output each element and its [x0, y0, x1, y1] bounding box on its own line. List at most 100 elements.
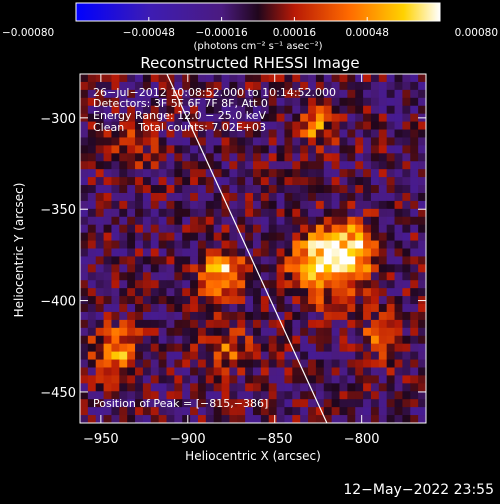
heatmap-cell: [418, 208, 426, 218]
heatmap-cell: [111, 113, 120, 123]
heatmap-cell: [370, 327, 380, 337]
heatmap-cell: [339, 169, 348, 178]
heatmap-cell: [166, 89, 175, 99]
heatmap-cell: [213, 185, 223, 194]
heatmap-cell: [260, 89, 270, 99]
heatmap-cell: [260, 272, 270, 281]
heatmap-cell: [323, 192, 333, 202]
heatmap-cell: [197, 169, 207, 178]
heatmap-cell: [221, 264, 231, 273]
heatmap-cell: [229, 105, 238, 115]
heatmap-cell: [378, 280, 388, 289]
heatmap-cell: [103, 407, 113, 416]
heatmap-cell: [284, 248, 293, 258]
heatmap-cell: [323, 335, 333, 345]
heatmap-cell: [276, 407, 286, 416]
heatmap-cell: [370, 264, 380, 273]
heatmap-cell: [103, 280, 113, 289]
heatmap-cell: [355, 121, 364, 131]
heatmap-cell: [418, 399, 426, 408]
heatmap-cell: [253, 113, 262, 123]
heatmap-cell: [150, 319, 160, 329]
heatmap-cell: [260, 343, 270, 353]
heatmap-cell: [331, 296, 341, 305]
heatmap-cell: [292, 415, 301, 423]
heatmap-cell: [308, 311, 317, 321]
heatmap-cell: [119, 240, 128, 250]
heatmap-cell: [253, 216, 262, 226]
heatmap-cell: [166, 296, 175, 305]
heatmap-cell: [213, 216, 223, 226]
heatmap-cell: [363, 256, 372, 265]
heatmap-cell: [158, 74, 168, 83]
heatmap-cell: [260, 74, 270, 83]
heatmap-cell: [237, 200, 246, 210]
heatmap-cell: [166, 359, 175, 369]
heatmap-cell: [260, 264, 270, 273]
heatmap-cell: [253, 280, 262, 289]
heatmap-cell: [166, 169, 175, 178]
heatmap-cell: [135, 256, 144, 265]
heatmap-cell: [213, 415, 223, 423]
heatmap-cell: [205, 335, 215, 345]
heatmap-cell: [111, 327, 120, 337]
heatmap-cell: [135, 391, 144, 400]
heatmap-cell: [95, 224, 105, 234]
heatmap-cell: [260, 145, 270, 154]
heatmap-cell: [394, 240, 404, 250]
heatmap-cell: [260, 296, 270, 305]
heatmap-cell: [158, 121, 168, 131]
heatmap-cell: [363, 224, 372, 234]
heatmap-cell: [111, 105, 120, 115]
heatmap-cell: [142, 208, 152, 218]
heatmap-cell: [205, 272, 215, 281]
heatmap-cell: [158, 240, 168, 250]
heatmap-cell: [174, 343, 183, 353]
heatmap-cell: [339, 335, 348, 345]
heatmap-cell: [127, 129, 136, 139]
heatmap-cell: [95, 391, 105, 400]
heatmap-cell: [237, 375, 246, 384]
heatmap-cell: [276, 105, 286, 115]
heatmap-cell: [197, 367, 207, 377]
heatmap-cell: [276, 335, 286, 345]
heatmap-cell: [119, 367, 128, 377]
heatmap-cell: [213, 153, 223, 162]
heatmap-cell: [386, 375, 396, 384]
heatmap-cell: [292, 153, 301, 162]
heatmap-cell: [394, 343, 404, 353]
heatmap-cell: [135, 137, 144, 146]
heatmap-cell: [370, 232, 380, 242]
heatmap-cell: [103, 161, 113, 170]
heatmap-cell: [308, 383, 317, 392]
heatmap-cell: [363, 113, 372, 123]
heatmap-cell: [174, 367, 183, 377]
heatmap-cell: [355, 335, 364, 345]
heatmap-cell: [355, 272, 364, 281]
heatmap-cell: [174, 407, 183, 416]
solar-limb-line: [166, 74, 328, 423]
heatmap-cell: [300, 153, 309, 162]
heatmap-cell: [268, 248, 278, 258]
heatmap-cell: [142, 272, 152, 281]
heatmap-cell: [308, 367, 317, 377]
heatmap-cell: [300, 304, 309, 313]
heatmap-cell: [80, 129, 89, 139]
heatmap-cell: [150, 383, 160, 392]
heatmap-cell: [150, 169, 160, 178]
heatmap-cell: [197, 256, 207, 265]
heatmap-cell: [150, 391, 160, 400]
heatmap-cell: [87, 129, 97, 139]
heatmap-cell: [95, 129, 105, 139]
heatmap-cell: [205, 97, 215, 107]
heatmap-cell: [135, 319, 144, 329]
heatmap-cell: [182, 169, 191, 178]
heatmap-cell: [111, 407, 120, 416]
heatmap-cell: [205, 232, 215, 242]
heatmap-cell: [323, 169, 333, 178]
heatmap-cell: [221, 296, 231, 305]
heatmap-cell: [174, 177, 183, 186]
heatmap-cell: [127, 280, 136, 289]
heatmap-cell: [127, 407, 136, 416]
heatmap-cell: [205, 177, 215, 186]
